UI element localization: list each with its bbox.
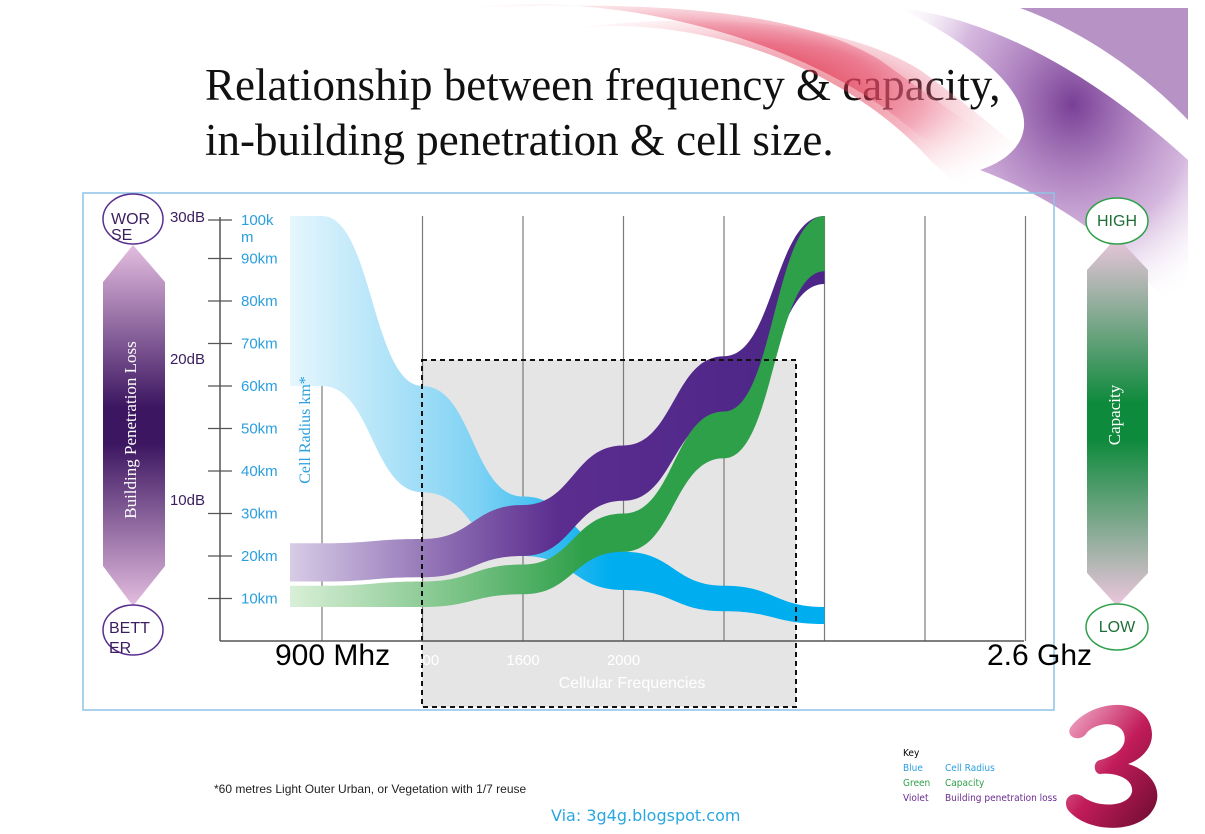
range-end-label: 2.6 Ghz	[987, 639, 1092, 672]
x-tick-label: 2000	[607, 652, 640, 669]
key-meaning: Building penetration loss	[945, 793, 1058, 804]
radius-tick-label: 40km	[241, 463, 278, 480]
svg-text:BETT: BETT	[109, 620, 150, 637]
title-line-2: in-building penetration & cell size.	[205, 115, 834, 165]
background-swirl	[470, 4, 1188, 330]
x-axis-label: Cellular Frequencies	[559, 675, 706, 692]
key-heading: Key	[903, 748, 920, 759]
key-row: Green Capacity	[903, 776, 1057, 791]
key-color-name: Green	[903, 778, 931, 789]
radius-tick-label-wrap: m	[241, 229, 254, 246]
key-color-name: Violet	[903, 793, 929, 804]
x-ticks: 800 1200 1600 2000	[309, 652, 640, 669]
loss-tick-label: 10dB	[170, 492, 205, 509]
capacity-label: Capacity	[1105, 384, 1124, 445]
worse-marker: WOR SE	[102, 193, 164, 245]
penetration-loss-label: Building Penetration Loss	[121, 341, 140, 519]
radius-tick-label: 100k	[241, 212, 274, 229]
radius-tick-label: 30km	[241, 506, 278, 523]
radius-tick-label: 90km	[241, 251, 278, 268]
key-color-name: Blue	[903, 763, 923, 774]
penetration-loss-gauge: Building Penetration Loss	[103, 245, 165, 606]
svg-text:LOW: LOW	[1099, 619, 1136, 636]
radius-tick-label: 60km	[241, 378, 278, 395]
chart-frame	[82, 192, 1055, 711]
x-tick-label: 1600	[506, 652, 539, 669]
radius-tick-label: 20km	[241, 548, 278, 565]
radius-axis-label: Cell Radius km*	[297, 376, 314, 484]
source-credit: Via: 3g4g.blogspot.com	[551, 806, 741, 825]
high-marker: HIGH	[1085, 197, 1149, 245]
svg-text:ER: ER	[109, 640, 131, 657]
range-start-label: 900 Mhz	[275, 639, 390, 672]
footnote: *60 metres Light Outer Urban, or Vegetat…	[214, 782, 527, 796]
radius-tick-label: 70km	[241, 336, 278, 353]
radius-tick-label: 50km	[241, 421, 278, 438]
radius-tick-label: 80km	[241, 293, 278, 310]
radius-tick-label: 10km	[241, 591, 278, 608]
key-row: Blue Cell Radius	[903, 761, 1057, 776]
svg-text:HIGH: HIGH	[1097, 213, 1137, 230]
x-tick-label: 1200	[406, 652, 439, 669]
better-marker: BETT ER	[102, 604, 164, 657]
loss-ticks: 30dB 20dB 10dB	[170, 209, 205, 509]
building-penetration-loss-band	[290, 216, 825, 582]
loss-tick-label: 20dB	[170, 351, 205, 368]
key-meaning: Capacity	[945, 778, 985, 789]
key-row: Violet Building penetration loss	[903, 791, 1057, 806]
three-logo	[1065, 704, 1158, 828]
svg-text:WOR: WOR	[111, 211, 150, 228]
capacity-gauge: Capacity	[1087, 237, 1148, 606]
low-marker: LOW	[1085, 603, 1149, 651]
key-legend: Key Blue Cell Radius Green Capacity Violet Bu…	[903, 746, 1057, 806]
svg-text:SE: SE	[111, 227, 132, 244]
key-meaning: Cell Radius	[945, 763, 995, 774]
loss-tick-label: 30dB	[170, 209, 205, 226]
x-tick-label: 800	[309, 652, 334, 669]
